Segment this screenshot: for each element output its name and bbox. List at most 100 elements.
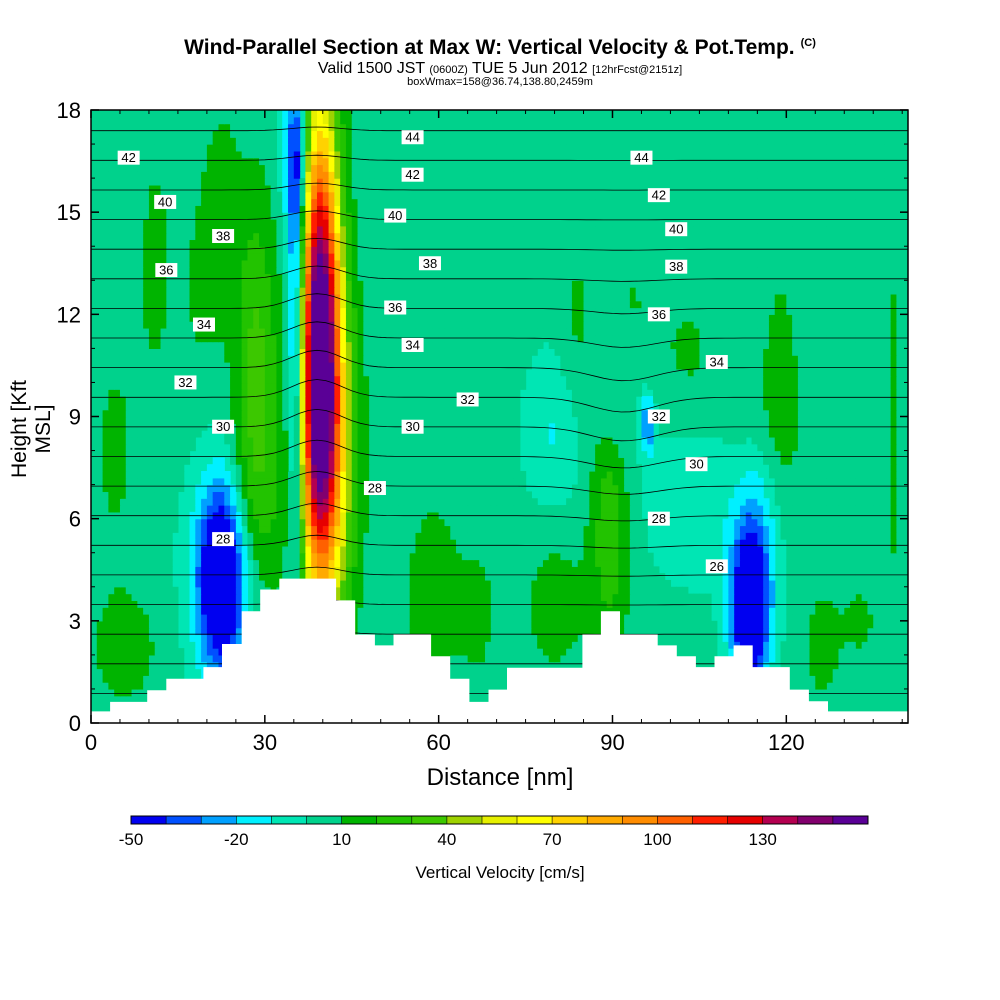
- field-cell: [131, 593, 138, 601]
- field-cell: [166, 627, 173, 636]
- field-cell: [270, 491, 278, 499]
- field-cell: [595, 627, 602, 636]
- field-cell: [595, 505, 602, 513]
- field-cell: [902, 566, 908, 574]
- field-cell: [432, 450, 440, 458]
- field-cell: [218, 593, 225, 601]
- field-cell: [861, 675, 869, 683]
- field-cell: [508, 545, 515, 554]
- field-cell: [548, 539, 556, 547]
- field-cell: [739, 593, 747, 601]
- field-cell: [803, 491, 811, 499]
- field-cell: [780, 661, 787, 670]
- field-cell: [473, 607, 480, 615]
- field-cell: [148, 532, 156, 540]
- field-cell: [398, 573, 405, 581]
- field-cell: [114, 545, 121, 554]
- field-cell: [230, 573, 237, 581]
- field-cell: [96, 470, 104, 479]
- field-cell: [786, 627, 793, 636]
- field-cell: [218, 518, 225, 527]
- field-cell: [577, 464, 585, 472]
- field-cell: [826, 559, 834, 567]
- field-cell: [427, 457, 434, 465]
- field-cell: [844, 695, 851, 704]
- field-cell: [119, 525, 127, 533]
- field-cell: [461, 661, 469, 670]
- field-cell: [96, 695, 104, 704]
- field-cell: [693, 654, 700, 663]
- field-cell: [479, 668, 486, 676]
- field-cell: [757, 641, 764, 649]
- field-cell: [160, 491, 167, 499]
- field-cell: [884, 675, 892, 683]
- field-cell: [797, 532, 805, 540]
- field-cell: [403, 532, 411, 540]
- field-cell: [131, 539, 138, 547]
- field-cell: [374, 593, 382, 601]
- field-cell: [212, 641, 220, 649]
- field-cell: [316, 450, 324, 458]
- field-cell: [241, 450, 249, 458]
- field-cell: [612, 525, 619, 533]
- field-cell: [896, 620, 903, 629]
- field-cell: [513, 614, 521, 622]
- field-cell: [166, 443, 173, 452]
- field-cell: [357, 539, 364, 547]
- field-cell: [305, 491, 312, 499]
- field-cell: [96, 573, 104, 581]
- field-cell: [809, 484, 816, 493]
- field-cell: [624, 586, 631, 595]
- field-cell: [259, 491, 266, 499]
- field-cell: [606, 484, 614, 493]
- field-cell: [513, 525, 521, 533]
- field-cell: [166, 539, 173, 547]
- field-cell: [624, 573, 631, 581]
- field-cell: [508, 620, 515, 629]
- field-cell: [838, 702, 845, 710]
- field-cell: [554, 627, 561, 636]
- field-cell: [392, 586, 399, 595]
- field-cell: [861, 539, 869, 547]
- field-cell: [803, 573, 811, 581]
- field-cell: [873, 566, 880, 574]
- field-cell: [635, 586, 643, 595]
- field-cell: [902, 525, 908, 533]
- field-cell: [160, 627, 167, 636]
- field-cell: [253, 470, 260, 479]
- field-cell: [224, 627, 231, 636]
- field-cell: [826, 539, 834, 547]
- field-cell: [119, 641, 127, 649]
- field-cell: [542, 566, 550, 574]
- field-cell: [566, 654, 573, 663]
- field-cell: [444, 579, 451, 588]
- field-cell: [583, 600, 590, 608]
- field-cell: [218, 620, 225, 629]
- field-cell: [606, 586, 614, 595]
- field-cell: [392, 464, 399, 472]
- field-cell: [890, 470, 898, 479]
- field-cell: [844, 702, 851, 710]
- field-cell: [803, 661, 811, 670]
- field-cell: [432, 484, 440, 493]
- field-cell: [334, 573, 341, 581]
- field-cell: [369, 566, 376, 574]
- field-cell: [763, 498, 770, 506]
- field-cell: [456, 464, 463, 472]
- field-cell: [102, 470, 109, 479]
- field-cell: [873, 593, 880, 601]
- field-cell: [595, 607, 602, 615]
- field-cell: [201, 470, 208, 479]
- field-cell: [485, 539, 492, 547]
- field-cell: [890, 614, 898, 622]
- field-cell: [525, 614, 532, 622]
- field-cell: [571, 620, 579, 629]
- field-cell: [409, 545, 417, 554]
- field-cell: [148, 552, 156, 561]
- field-cell: [398, 545, 405, 554]
- field-cell: [676, 641, 683, 649]
- field-cell: [884, 545, 892, 554]
- field-cell: [577, 579, 585, 588]
- field-cell: [479, 654, 486, 663]
- field-cell: [114, 695, 121, 704]
